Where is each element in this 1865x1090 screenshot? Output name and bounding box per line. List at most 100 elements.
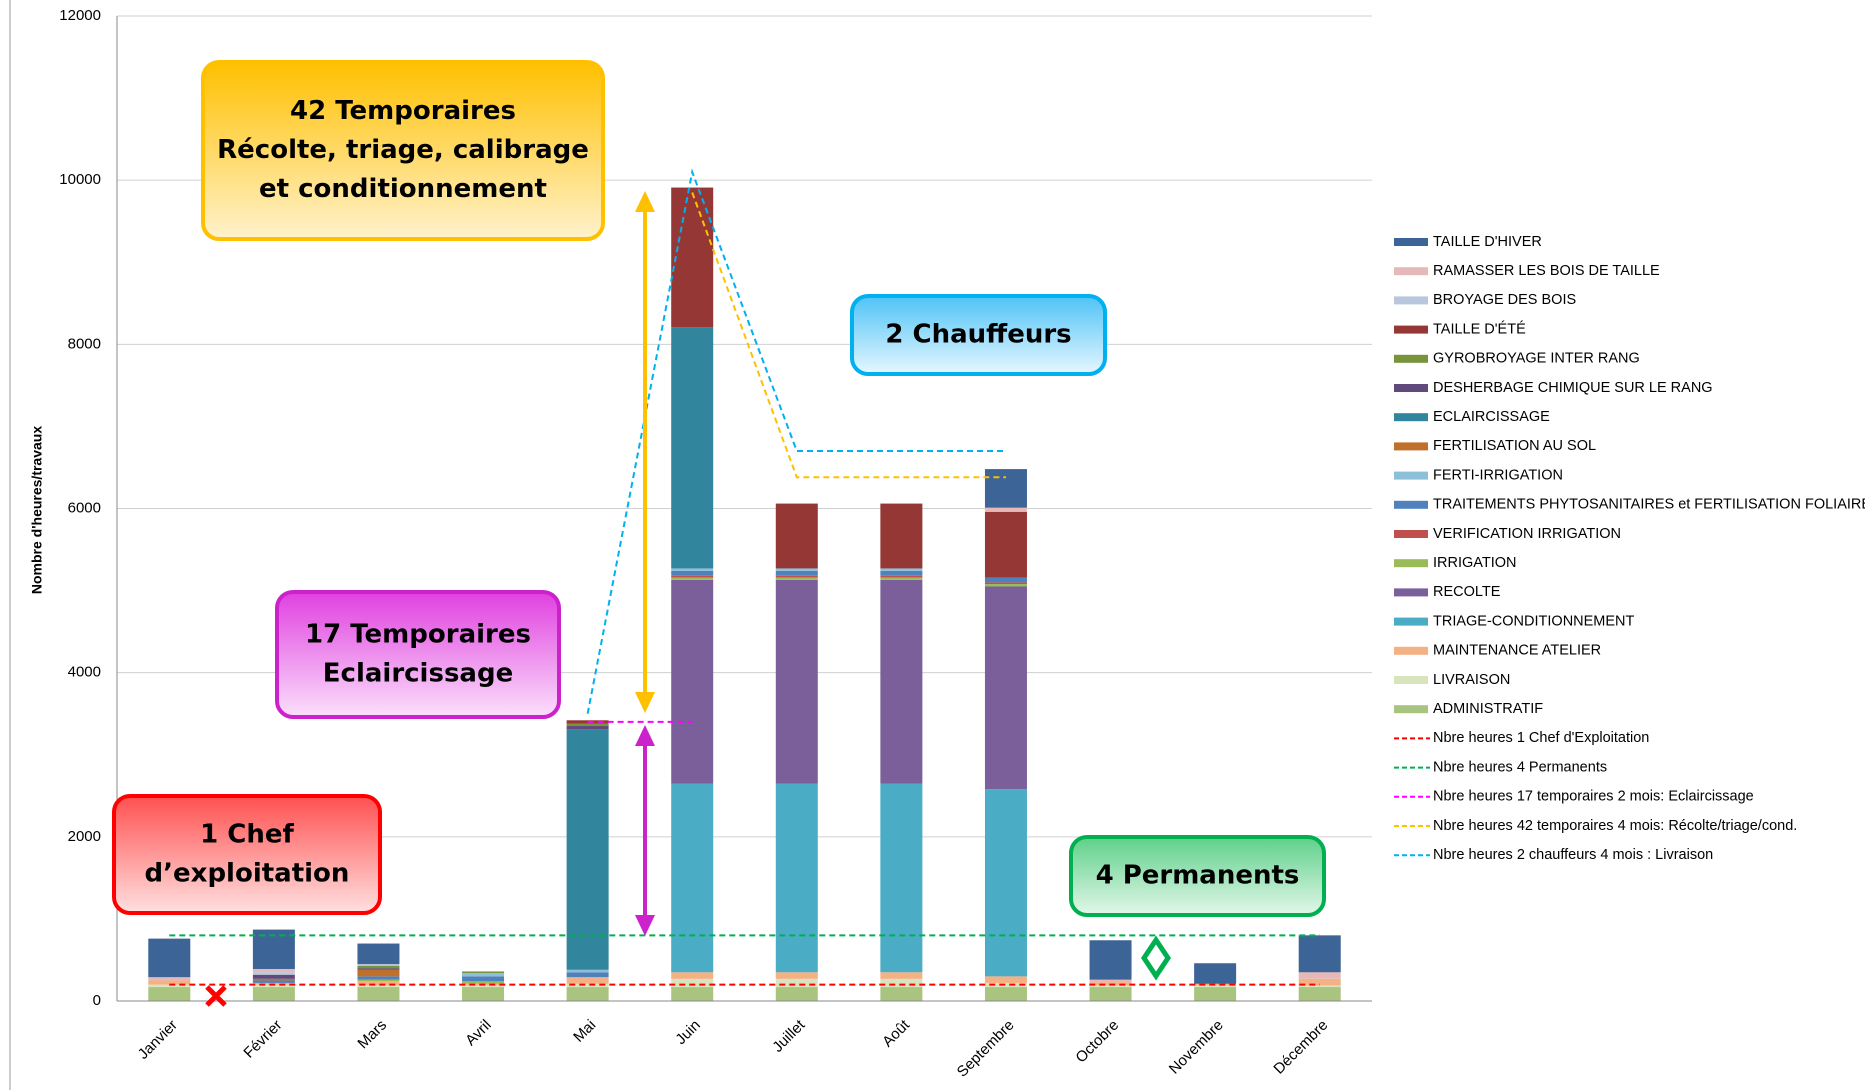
bar-segment [1298, 935, 1341, 973]
legend-swatch [1394, 588, 1428, 597]
arrow-head [635, 692, 655, 713]
bar-segment [671, 575, 714, 578]
arrow-head [635, 725, 655, 746]
bar-segment [880, 579, 923, 784]
y-tick-label: 0 [93, 992, 101, 1009]
legend-label: RECOLTE [1433, 584, 1501, 600]
annotation-frame [850, 294, 1107, 376]
bar-segment [880, 568, 923, 571]
bar-segment [1298, 978, 1341, 986]
y-tick-label: 4000 [68, 664, 101, 681]
legend-label: MAINTENANCE ATELIER [1433, 643, 1601, 659]
bar-segment [671, 783, 714, 973]
annotation-box: 2 Chauffeurs [850, 294, 1107, 376]
annotation-text: et conditionnement [259, 174, 547, 204]
legend-label: Nbre heures 17 temporaires 2 mois: Eclai… [1433, 789, 1754, 805]
legend-swatch [1394, 442, 1428, 451]
bar-segment [671, 568, 714, 571]
bar-segment [1089, 979, 1132, 983]
legend-swatch [1394, 267, 1428, 276]
legend-swatch [1394, 617, 1428, 626]
bar-segment [252, 980, 295, 983]
legend-label: FERTILISATION AU SOL [1433, 438, 1596, 454]
bar-segment [1194, 963, 1237, 984]
bar-segment [1298, 987, 1341, 1001]
bar-segment [566, 729, 609, 970]
annotation-text: d’exploitation [145, 859, 350, 889]
bar-segment [671, 570, 714, 576]
bar-segment [462, 981, 505, 984]
bar-segment [357, 969, 400, 977]
x-tick-label: Octobre [1072, 1017, 1122, 1067]
bar-segment [148, 980, 191, 985]
bar-segment [775, 503, 818, 569]
bar-segment [671, 978, 714, 988]
bar-segment [775, 579, 818, 784]
bar-segment [148, 977, 191, 981]
legend-swatch [1394, 705, 1428, 714]
annotation-text: Récolte, triage, calibrage [217, 135, 589, 165]
x-tick-label: Mars [354, 1017, 390, 1053]
bar-segment [775, 972, 818, 979]
diamond-marker [1140, 935, 1172, 981]
bar-segment [357, 976, 400, 980]
legend-label: TRIAGE-CONDITIONNEMENT [1433, 613, 1635, 629]
legend-label: ADMINISTRATIF [1433, 701, 1543, 717]
bar-segment [1089, 987, 1132, 1001]
reference-line [691, 192, 1006, 479]
annotation-frame [275, 590, 561, 719]
legend: TAILLE D'HIVER RAMASSER LES BOIS DE TAILL… [1394, 234, 1865, 863]
bar-segment [462, 985, 505, 988]
x-tick-label: Janvier [135, 1017, 181, 1063]
bar-segment [1298, 985, 1341, 988]
bar-segment [984, 789, 1027, 977]
bar-segment [984, 976, 1027, 983]
legend-swatch [1394, 413, 1428, 422]
y-tick-label: 10000 [59, 171, 101, 188]
bar-segment [984, 987, 1027, 1001]
bar-segment [148, 984, 191, 988]
annotation-text: Eclaircissage [323, 659, 513, 689]
bar-segment [1089, 985, 1132, 988]
bar-segment [775, 568, 818, 571]
annotation-frame [1069, 835, 1326, 917]
bar-segment [880, 503, 923, 569]
bar-segment [357, 964, 400, 966]
bar-segment [671, 987, 714, 1001]
bar-segment [671, 972, 714, 979]
bar-segment [775, 575, 818, 578]
bar-segment [566, 969, 609, 973]
bar-segment [671, 579, 714, 784]
bar-segment [357, 965, 400, 969]
bar-segment [252, 987, 295, 1001]
bar-segment [566, 723, 609, 727]
bar-segment [671, 577, 714, 580]
legend-label: RAMASSER LES BOIS DE TAILLE [1433, 263, 1660, 279]
legend-swatch [1394, 646, 1428, 655]
bar-segment [880, 972, 923, 979]
bar-segment [984, 584, 1027, 587]
bar-segment [252, 974, 295, 979]
bar-segment [566, 726, 609, 730]
bar-segment [1089, 940, 1132, 980]
legend-label: Nbre heures 1 Chef d'Exploitation [1433, 730, 1649, 746]
bar-segment [984, 577, 1027, 583]
legend-label: TRAITEMENTS PHYTOSANITAIRES et FERTILISA… [1433, 497, 1865, 513]
legend-swatch [1394, 530, 1428, 538]
bar-segment [252, 978, 295, 981]
x-tick-label: Avril [462, 1017, 494, 1049]
bar-segment [775, 783, 818, 973]
bar-segment [1194, 987, 1237, 1001]
bar-segment [357, 979, 400, 982]
bar-segment [984, 982, 1027, 988]
legend-swatch [1394, 354, 1428, 363]
bar-segment [252, 984, 295, 988]
bar-segment [880, 978, 923, 988]
legend-label: LIVRAISON [1433, 672, 1510, 688]
bar-segment [462, 987, 505, 1001]
bar-segment [462, 976, 505, 982]
bar-segment [462, 971, 505, 974]
annotation-box: 42 Temporaires Récolte, triage, calibrage… [201, 60, 605, 241]
legend-swatch [1394, 471, 1428, 480]
y-tick-label: 2000 [68, 828, 101, 845]
